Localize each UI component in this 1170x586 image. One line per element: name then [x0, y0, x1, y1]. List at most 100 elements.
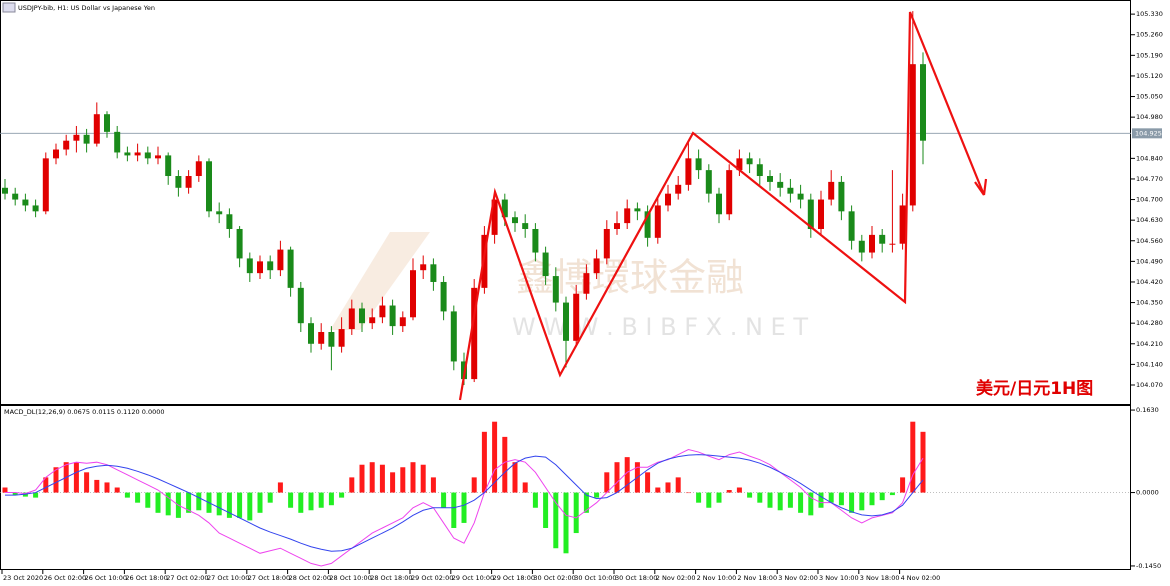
macd-bar	[706, 492, 712, 508]
macd-bar	[787, 492, 793, 508]
x-tick-label: 26 Oct 18:00	[125, 574, 167, 582]
macd-bar	[155, 492, 161, 513]
macd-bar	[645, 472, 651, 493]
candle-body	[328, 332, 335, 347]
y-tick-label: 105.260	[1136, 31, 1163, 39]
candle-body	[93, 114, 100, 144]
macd-bar	[522, 482, 528, 493]
macd-bar	[777, 492, 783, 511]
candle-body	[787, 187, 794, 194]
candle-body	[563, 302, 569, 341]
macd-bar	[665, 482, 671, 493]
x-tick-label: 2 Nov 18:00	[737, 574, 777, 582]
candle-body	[114, 131, 121, 153]
candle-body	[675, 184, 682, 194]
candle-body	[665, 193, 671, 206]
candle-body	[144, 152, 151, 159]
candle-body	[848, 211, 855, 241]
macd-bar	[84, 472, 90, 493]
candle-body	[359, 308, 365, 324]
y-tick-label: 105.190	[1136, 51, 1163, 59]
candle-body	[185, 176, 192, 188]
macd-bar	[135, 492, 141, 503]
candle-body	[399, 317, 406, 327]
candle-body	[410, 270, 416, 318]
x-tick-label: 29 Oct 18:00	[493, 574, 535, 582]
macd-bar	[655, 487, 661, 493]
candle-body	[522, 223, 529, 229]
macd-bar	[114, 487, 120, 493]
y-tick-label: 0.0000	[1136, 489, 1159, 497]
macd-bar	[604, 472, 610, 493]
candle-body	[767, 176, 773, 182]
candle-body	[869, 234, 875, 253]
macd-frame	[0, 405, 1131, 570]
x-tick-label: 30 Oct 10:00	[574, 574, 616, 582]
candle-body	[73, 134, 80, 141]
candle-body	[552, 276, 559, 303]
candle-body	[512, 217, 518, 224]
candle-body	[920, 64, 926, 141]
x-tick-label: 3 Nov 18:00	[860, 574, 900, 582]
candle-body	[501, 199, 508, 218]
candle-body	[440, 281, 447, 312]
candle-body	[716, 193, 722, 215]
candle-body	[685, 158, 692, 185]
macd-bar	[410, 462, 416, 493]
candle-body	[318, 332, 325, 344]
candle-body	[246, 258, 253, 274]
macd-bar	[849, 492, 855, 513]
candle-body	[450, 311, 457, 362]
x-tick-label: 4 Nov 02:00	[901, 574, 941, 582]
macd-bar	[461, 492, 467, 523]
current-price-label: 104.925	[1135, 129, 1162, 137]
x-tick-label: 26 Oct 10:00	[85, 574, 127, 582]
macd-bar	[43, 477, 49, 493]
macd-bar	[502, 436, 508, 493]
x-tick-label: 30 Oct 18:00	[615, 574, 657, 582]
y-tick-label: 104.630	[1136, 216, 1163, 224]
macd-bar	[736, 487, 742, 493]
macd-bar	[757, 492, 763, 503]
macd-bar	[53, 467, 59, 493]
macd-bar	[859, 492, 865, 511]
candle-body	[83, 134, 90, 144]
macd-bar	[869, 492, 875, 506]
candle-body	[736, 158, 743, 171]
macd-bar	[328, 492, 334, 506]
macd-bar	[12, 492, 18, 496]
candle-body	[277, 249, 284, 271]
candle-body	[491, 199, 498, 235]
y-tick-label: 105.120	[1136, 72, 1163, 80]
x-tick-label: 3 Nov 10:00	[819, 574, 859, 582]
macd-bar	[379, 464, 385, 493]
macd-bar	[359, 464, 365, 493]
watermark-logo	[330, 232, 430, 330]
candle-body	[12, 193, 19, 200]
macd-bar	[553, 492, 559, 549]
candle-body	[134, 152, 141, 156]
macd-bar	[747, 492, 753, 498]
macd-bar	[675, 477, 681, 493]
macd-bar	[512, 462, 518, 493]
y-tick-label: -0.1450	[1136, 562, 1161, 570]
y-tick-label: 104.560	[1136, 237, 1163, 245]
candle-body	[614, 223, 620, 229]
candle-body	[42, 158, 49, 212]
candle-body	[369, 317, 376, 324]
macd-bar	[818, 492, 824, 508]
candle-body	[746, 158, 753, 165]
candle-body	[838, 181, 845, 212]
x-tick-label: 27 Oct 18:00	[248, 574, 290, 582]
y-tick-label: 104.280	[1136, 319, 1163, 327]
macd-bar	[247, 492, 253, 521]
candle-body	[695, 158, 702, 171]
candle-body	[389, 305, 396, 327]
macd-bar	[532, 492, 538, 508]
candle-body	[593, 258, 600, 274]
macd-bar	[726, 490, 732, 493]
candle-body	[155, 155, 161, 159]
y-tick-label: 105.330	[1136, 10, 1163, 18]
macd-line	[5, 449, 924, 567]
chart-title: USDJPY-bib, H1: US Dollar vs Japanese Ye…	[18, 4, 155, 12]
